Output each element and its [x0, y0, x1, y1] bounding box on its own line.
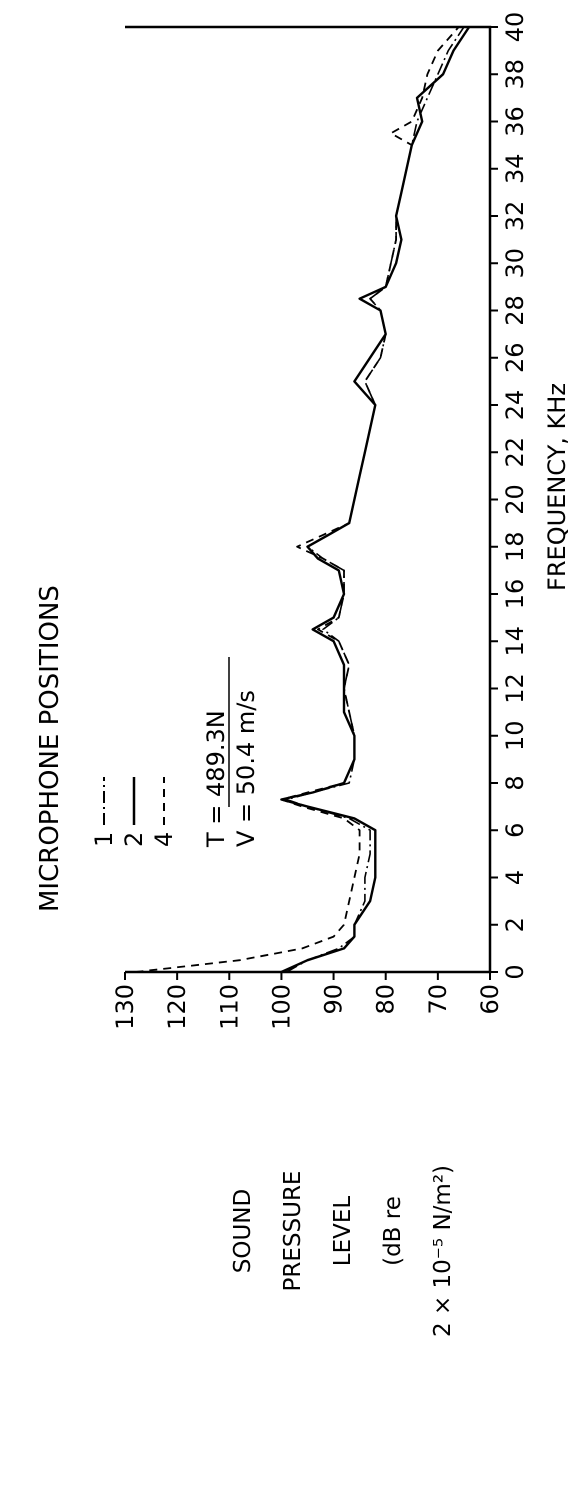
x-tick-label: 14: [501, 626, 529, 657]
y-ticks-layer: 60 70 80 90 100 110 120 130: [111, 972, 504, 1030]
x-tick-label: 18: [501, 531, 529, 562]
x-tick-label: 8: [501, 775, 529, 790]
x-tick-label: 22: [501, 437, 529, 468]
chart-title: MICROPHONE POSITIONS: [35, 585, 65, 912]
x-tick-label: 40: [501, 12, 529, 43]
y-axis-label-line-2: PRESSURE: [280, 1171, 306, 1292]
series-line-2: [280, 26, 471, 974]
y-axis-label: SOUND PRESSURE LEVEL (dB re 2 × 10⁻⁵ N/m…: [230, 1165, 456, 1337]
x-tick-label: 2: [501, 917, 529, 932]
y-axis-label-line-4: (dB re: [380, 1196, 406, 1266]
x-tick-label: 38: [501, 59, 529, 90]
condition-velocity: V = 50.4 m/s: [232, 690, 260, 847]
legend-item-1: 1: [90, 777, 118, 847]
y-tick-label: 110: [215, 984, 243, 1030]
x-tick-label: 16: [501, 579, 529, 610]
x-tick-label: 10: [501, 720, 529, 751]
series-line-4: [135, 26, 460, 973]
x-tick-label: 12: [501, 673, 529, 704]
legend-label-2: 2: [120, 832, 148, 847]
y-axis-label-line-3: LEVEL: [330, 1196, 356, 1267]
y-axis-label-line-1: SOUND: [230, 1189, 256, 1273]
x-tick-label: 6: [501, 823, 529, 838]
x-axis-label: FREQUENCY, KHz: [543, 383, 571, 591]
x-tick-label: 26: [501, 342, 529, 373]
x-tick-label: 4: [501, 870, 529, 885]
x-tick-label: 24: [501, 390, 529, 421]
x-tick-label: 34: [501, 153, 529, 184]
y-tick-label: 130: [111, 984, 139, 1030]
y-tick-label: 70: [424, 984, 452, 1015]
y-tick-label: 120: [163, 984, 191, 1030]
x-tick-label: 36: [501, 106, 529, 137]
condition-tension: T = 489.3N: [202, 710, 230, 848]
x-tick-label: 32: [501, 201, 529, 232]
plot-axes: [125, 25, 492, 974]
y-axis-label-line-5: 2 × 10⁻⁵ N/m²): [430, 1165, 456, 1337]
x-tick-label: 28: [501, 295, 529, 326]
series-layer: [135, 26, 471, 974]
y-tick-label: 80: [372, 984, 400, 1015]
legend-item-2: 2: [120, 777, 148, 847]
y-tick-label: 90: [320, 984, 348, 1015]
legend-label-4: 4: [150, 832, 178, 847]
x-tick-label: 30: [501, 248, 529, 279]
y-tick-label: 60: [476, 984, 504, 1015]
y-tick-label: 100: [267, 984, 295, 1030]
x-tick-label: 0: [501, 964, 529, 979]
legend-label-1: 1: [90, 832, 118, 847]
legend-item-4: 4: [150, 777, 178, 847]
legend: 1 2 4: [90, 777, 178, 847]
x-tick-label: 20: [501, 484, 529, 515]
